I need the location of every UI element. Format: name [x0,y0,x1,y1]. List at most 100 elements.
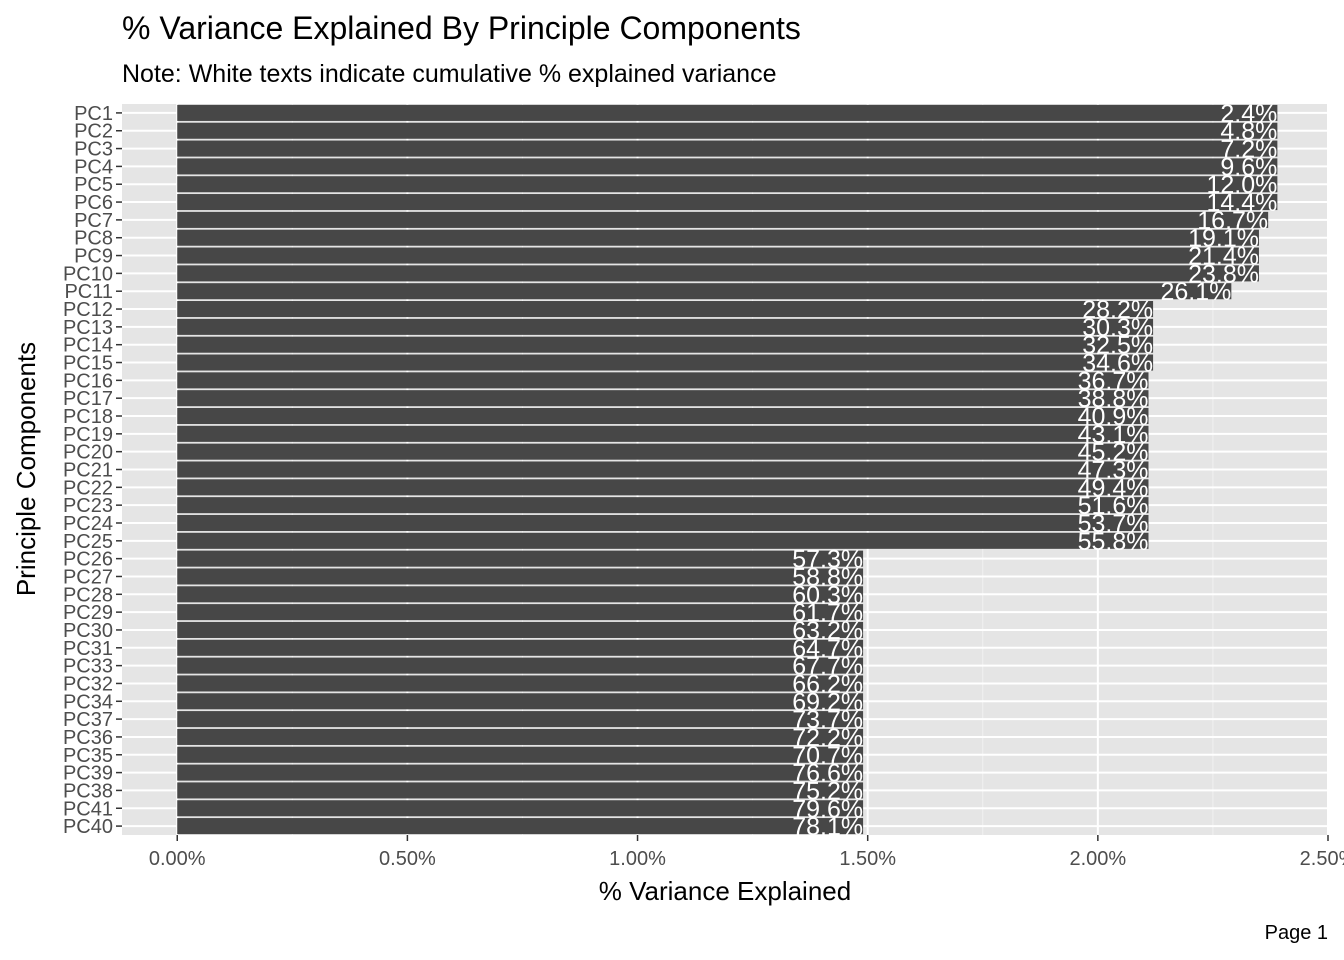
y-tick-label-pc10: PC10 [63,263,113,285]
bar-label-pc12: 28.2% [1082,296,1153,324]
bar-label-pc26: 57.3% [792,546,863,574]
y-tick-label-pc15: PC15 [63,353,113,375]
chart-subtitle: Note: White texts indicate cumulative % … [122,60,777,88]
bar-pc27 [177,568,864,585]
bar-label-pc16: 36.7% [1078,367,1149,395]
bar-label-pc22: 49.4% [1078,474,1149,502]
y-tick-label-pc23: PC23 [63,495,113,517]
bar-pc34 [177,693,864,710]
bar-label-pc15: 34.6% [1082,350,1153,378]
bar-pc2 [177,122,1278,139]
x-axis-title: % Variance Explained [599,876,851,906]
x-tick-label: 1.50% [839,848,896,870]
y-tick-label-pc33: PC33 [63,656,113,678]
y-tick-label-pc2: PC2 [74,121,113,143]
chart-title: % Variance Explained By Principle Compon… [122,10,801,46]
y-tick-label-pc41: PC41 [63,798,113,820]
bar-pc4 [177,158,1278,175]
bar-pc22 [177,479,1149,496]
y-tick-label-pc29: PC29 [63,602,113,624]
bar-label-pc5: 12.0% [1206,171,1277,199]
bar-pc7 [177,211,1269,228]
bar-label-pc23: 51.6% [1078,492,1149,520]
bar-label-pc40: 78.1% [792,813,863,841]
y-axis: PC1PC2PC3PC4PC5PC6PC7PC8PC9PC10PC11PC12P… [63,103,122,838]
y-tick-label-pc18: PC18 [63,406,113,428]
bar-label-pc17: 38.8% [1078,385,1149,413]
bar-pc37 [177,711,864,728]
bar-pc1 [177,104,1278,121]
bar-pc6 [177,194,1278,211]
bar-pc16 [177,372,1149,389]
bar-label-pc20: 45.2% [1078,439,1149,467]
y-tick-label-pc27: PC27 [63,566,113,588]
x-tick-label: 1.00% [609,848,666,870]
bars [177,104,1278,835]
bar-pc20 [177,443,1149,460]
bar-label-pc31: 64.7% [792,635,863,663]
bar-label-pc35: 70.7% [792,742,863,770]
y-tick-label-pc34: PC34 [63,691,113,713]
bar-label-pc32: 66.2% [792,670,863,698]
bar-pc3 [177,140,1278,157]
bar-label-pc6: 14.4% [1206,189,1277,217]
bar-label-pc19: 43.1% [1078,421,1149,449]
bar-label-pc37: 73.7% [792,706,863,734]
bar-label-pc29: 61.7% [792,599,863,627]
y-tick-label-pc1: PC1 [74,103,113,125]
bar-label-pc11: 26.1% [1160,278,1231,306]
bar-pc39 [177,764,864,781]
bar-pc8 [177,229,1259,246]
bar-pc9 [177,247,1259,264]
bar-pc30 [177,621,864,638]
bar-pc11 [177,283,1232,300]
bar-pc18 [177,407,1149,425]
bar-labels: 2.4%4.8%7.2%9.6%12.0%14.4%16.7%19.1%21.4… [792,100,1277,841]
bar-label-pc39: 76.6% [792,760,863,788]
bar-label-pc18: 40.9% [1078,403,1149,431]
bar-label-pc38: 75.2% [792,777,863,805]
bar-label-pc36: 72.2% [792,724,863,752]
bar-pc40 [177,818,864,835]
y-tick-label-pc7: PC7 [74,210,113,232]
bar-pc28 [177,586,864,603]
bar-label-pc3: 7.2% [1220,136,1277,164]
bar-label-pc24: 53.7% [1078,510,1149,538]
bar-pc26 [177,550,864,567]
bar-pc17 [177,390,1149,407]
bar-pc14 [177,336,1154,353]
bar-pc29 [177,604,864,621]
y-tick-label-pc26: PC26 [63,549,113,571]
bar-pc25 [177,532,1149,549]
y-tick-label-pc25: PC25 [63,531,113,553]
y-tick-label-pc28: PC28 [63,584,113,606]
y-axis-title: Principle Components [11,342,41,596]
y-tick-label-pc3: PC3 [74,139,113,161]
y-tick-label-pc22: PC22 [63,477,113,499]
y-tick-label-pc19: PC19 [63,424,113,446]
bar-label-pc30: 63.2% [792,617,863,645]
y-tick-label-pc4: PC4 [74,156,113,178]
y-tick-label-pc20: PC20 [63,442,113,464]
y-tick-label-pc37: PC37 [63,709,113,731]
y-tick-label-pc17: PC17 [63,388,113,410]
y-tick-label-pc36: PC36 [63,727,113,749]
bar-pc12 [177,301,1154,318]
bar-label-pc14: 32.5% [1082,332,1153,360]
y-tick-label-pc21: PC21 [63,460,113,482]
bar-pc36 [177,728,864,745]
bar-pc19 [177,425,1149,442]
y-tick-label-pc12: PC12 [63,299,113,321]
y-tick-label-pc38: PC38 [63,780,113,802]
bar-pc35 [177,746,864,763]
bar-pc5 [177,176,1278,193]
x-tick-label: 2.50% [1300,848,1344,870]
bar-pc33 [177,657,864,674]
bar-label-pc9: 21.4% [1188,243,1259,271]
bar-pc32 [177,675,864,692]
x-tick-label: 0.50% [379,848,436,870]
bar-label-pc41: 79.6% [792,795,863,823]
y-tick-label-pc13: PC13 [63,317,113,339]
bar-pc21 [177,461,1149,478]
